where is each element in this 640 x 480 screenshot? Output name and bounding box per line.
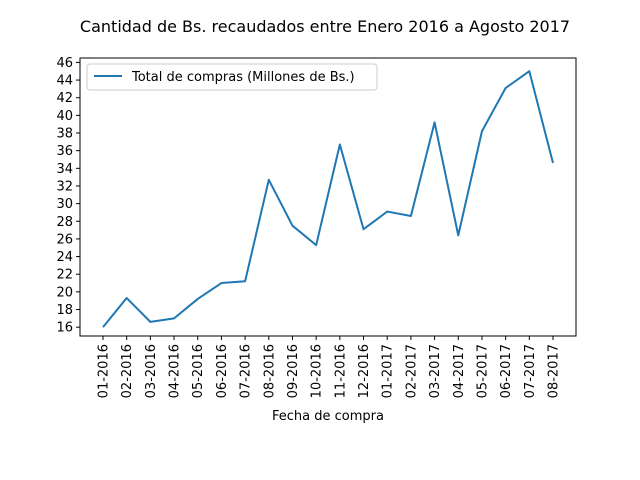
x-tick-label: 02-2016 <box>120 344 135 398</box>
x-tick-label: 05-2017 <box>475 344 490 398</box>
y-tick-label: 46 <box>56 56 73 71</box>
x-tick-label: 09-2016 <box>286 344 301 398</box>
y-tick-label: 16 <box>56 321 73 336</box>
x-tick-label: 03-2017 <box>428 344 443 398</box>
x-tick-label: 07-2017 <box>523 344 538 398</box>
legend: Total de compras (Millones de Bs.) <box>86 63 378 91</box>
x-tick-label: 02-2017 <box>404 344 419 398</box>
y-tick-label: 32 <box>56 179 73 194</box>
x-tick-label: 08-2016 <box>262 344 277 398</box>
y-tick-label: 34 <box>56 162 73 177</box>
y-tick-label: 26 <box>56 232 73 247</box>
y-tick-label: 42 <box>56 91 73 106</box>
x-tick-label: 04-2016 <box>168 344 183 398</box>
y-tick-label: 28 <box>56 215 73 230</box>
x-tick-label: 04-2017 <box>452 344 467 398</box>
y-tick-label: 30 <box>56 197 73 212</box>
x-tick-label: 06-2016 <box>215 344 230 398</box>
x-tick-label: 01-2016 <box>97 344 112 398</box>
x-tick-label: 11-2016 <box>333 344 348 398</box>
y-tick-label: 40 <box>56 109 73 124</box>
x-tick-label: 07-2016 <box>239 344 254 398</box>
x-axis: 01-2016 02-2016 03-2016 04-2016 05-2016 06-20… <box>97 336 562 398</box>
chart-title: Cantidad de Bs. recaudados entre Enero 2… <box>80 17 570 36</box>
y-tick-label: 38 <box>56 127 73 142</box>
x-tick-label: 10-2016 <box>310 344 325 398</box>
plot-frame <box>79 57 577 337</box>
y-tick-label: 36 <box>56 144 73 159</box>
x-tick-label: 01-2017 <box>381 344 396 398</box>
series-layer <box>102 70 554 328</box>
series-line-total-de-compras <box>102 70 554 328</box>
x-tick-label: 08-2017 <box>547 344 562 398</box>
y-tick-label: 22 <box>56 268 73 283</box>
plot-area: 16 18 20 22 24 26 28 30 32 34 36 38 40 42 44 46 01-2016… <box>56 56 577 398</box>
legend-box <box>86 63 378 91</box>
x-tick-label: 05-2016 <box>191 344 206 398</box>
y-tick-label: 18 <box>56 303 73 318</box>
y-tick-label: 20 <box>56 285 73 300</box>
x-axis-label: Fecha de compra <box>272 409 384 424</box>
x-tick-label: 06-2017 <box>499 344 514 398</box>
x-tick-label: 03-2016 <box>144 344 159 398</box>
y-axis: 16 18 20 22 24 26 28 30 32 34 36 38 40 42 44 46 <box>56 56 80 336</box>
y-tick-label: 44 <box>56 74 73 89</box>
x-tick-label: 12-2016 <box>357 344 372 398</box>
legend-entry-label: Total de compras (Millones de Bs.) <box>131 70 355 85</box>
y-tick-label: 24 <box>56 250 73 265</box>
